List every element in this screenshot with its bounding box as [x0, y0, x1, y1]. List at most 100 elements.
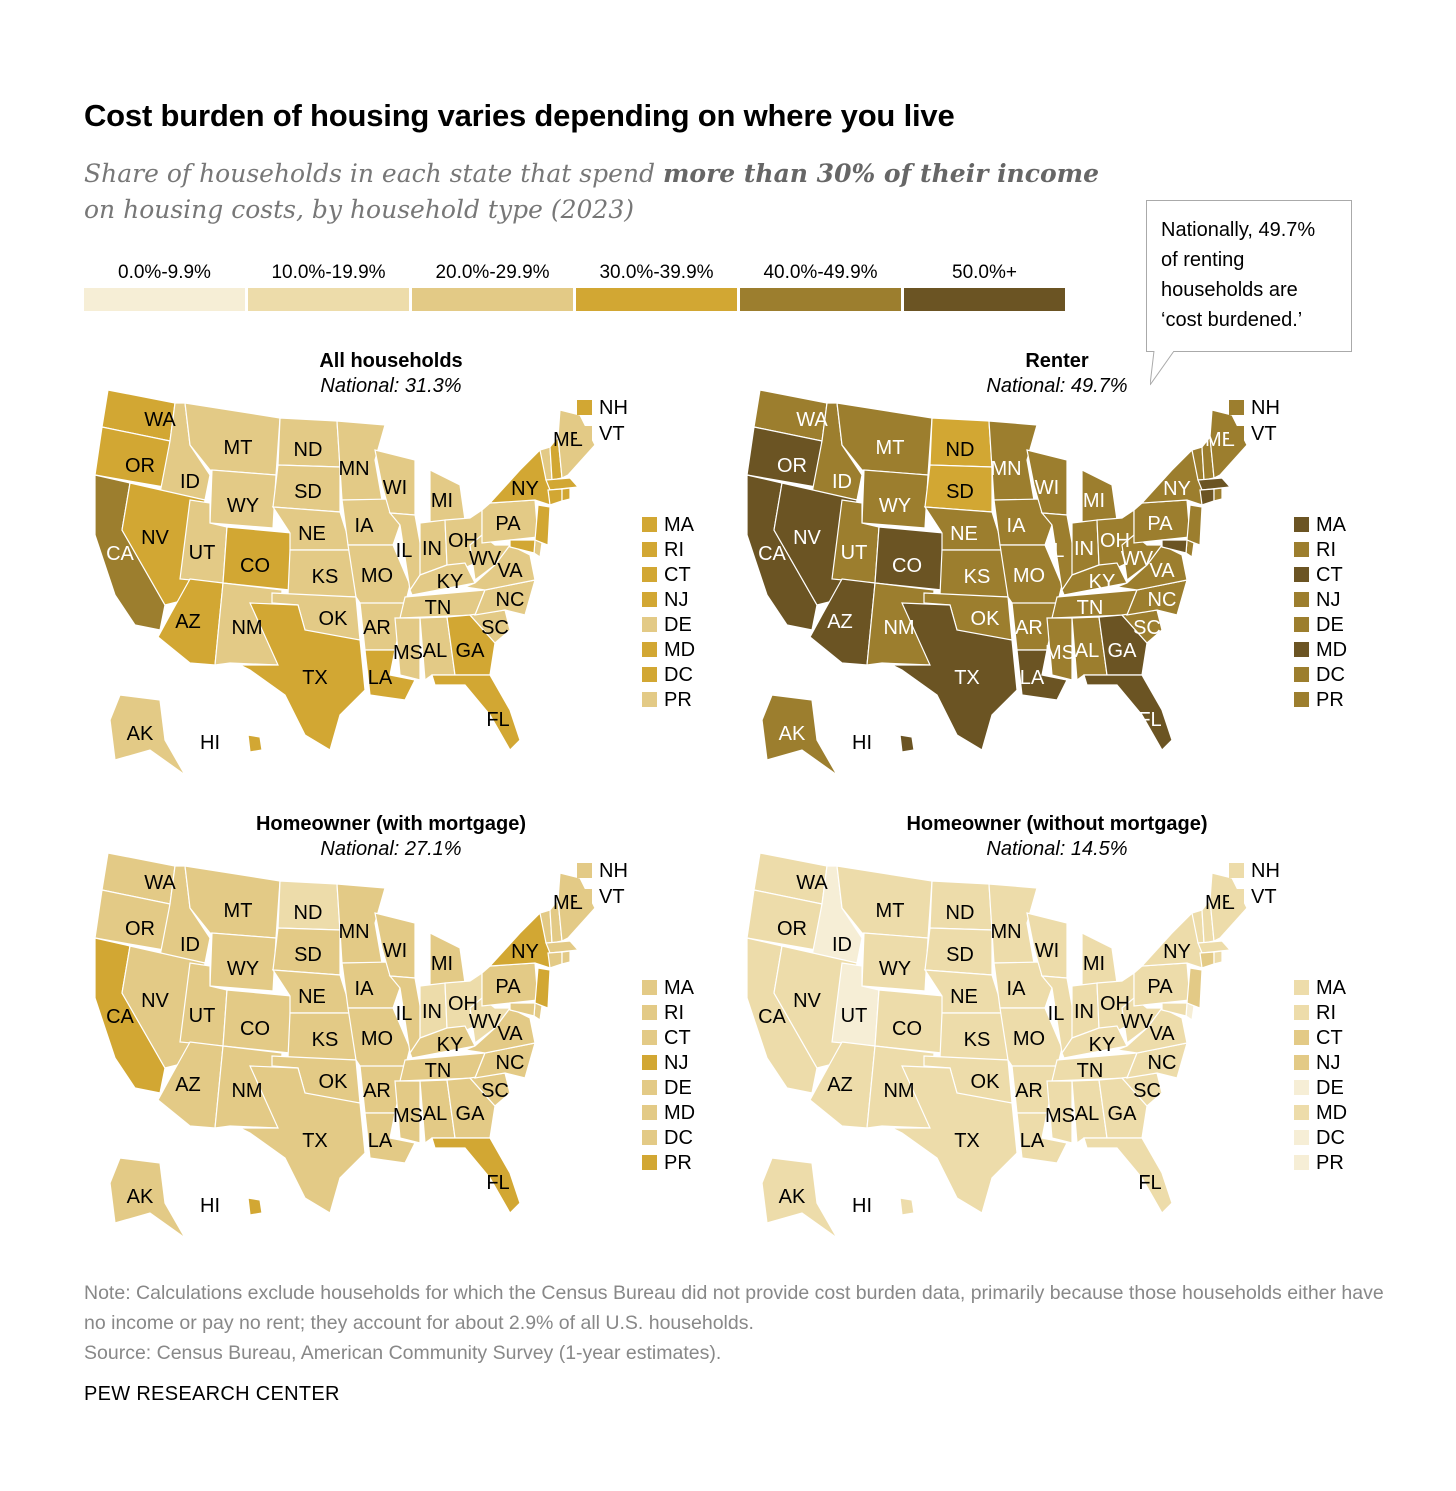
state-label: IL	[396, 540, 413, 562]
state-label: WV	[469, 548, 502, 570]
small-state-label: MD	[1316, 639, 1347, 661]
legend-label: 20.0%-29.9%	[435, 262, 550, 283]
state-ms	[394, 617, 421, 681]
state-label: WA	[796, 409, 828, 431]
state-label: TN	[425, 597, 452, 619]
state-label: OH	[448, 530, 478, 552]
callout-box: Nationally, 49.7% of renting households …	[1146, 200, 1352, 352]
small-state-swatch	[1229, 426, 1244, 441]
state-hi	[247, 1197, 263, 1216]
us-choropleth-map: WA OR CA ID NV MT WY UT CO AZ NM ND SD NE KS OK TX MN IA MO…	[94, 852, 695, 1239]
us-choropleth-map: WA OR CA ID NV MT WY UT CO AZ NM ND SD NE KS OK TX MN IA MO…	[746, 852, 1347, 1239]
state-md	[1161, 1002, 1188, 1017]
legend-label: 10.0%-19.9%	[271, 262, 386, 283]
state-label: NV	[793, 527, 821, 549]
state-label: MN	[990, 458, 1021, 480]
small-state-swatch	[642, 1055, 657, 1070]
state-ma	[1197, 477, 1232, 491]
small-state-swatch	[577, 889, 592, 904]
state-label: AL	[423, 640, 447, 662]
state-ri	[561, 950, 571, 965]
legend-label: 0.0%-9.9%	[118, 262, 211, 283]
state-label: PA	[1147, 976, 1173, 998]
state-label: LA	[368, 667, 393, 689]
legend-item: 20.0%-29.9%	[412, 262, 573, 311]
small-state-label: CT	[1316, 1027, 1343, 1049]
small-state-label: MA	[664, 977, 695, 999]
state-label: AL	[423, 1103, 447, 1125]
state-label: ID	[832, 471, 852, 493]
state-label: KY	[1089, 1034, 1116, 1056]
state-label: CO	[892, 555, 922, 577]
small-state-swatch	[1294, 642, 1309, 657]
small-state-label: PR	[664, 1152, 692, 1174]
small-state-label: MD	[1316, 1102, 1347, 1124]
state-label: TX	[954, 1130, 980, 1152]
map-title: All households	[319, 350, 463, 372]
state-label: CA	[758, 1006, 786, 1028]
small-state-label: VT	[599, 423, 625, 445]
state-label: KS	[964, 566, 991, 588]
map-panel: WA OR CA ID NV MT WY UT CO AZ NM ND SD NE KS OK TX MN IA MO…	[742, 813, 1392, 1278]
state-label: IN	[422, 1001, 442, 1023]
state-ri	[1213, 487, 1223, 502]
state-nj	[534, 504, 551, 546]
state-label: SC	[481, 617, 509, 639]
state-fl	[1083, 674, 1173, 751]
small-state-swatch	[1229, 400, 1244, 415]
state-label: PA	[495, 976, 521, 998]
small-state-swatch	[642, 1030, 657, 1045]
small-state-label: DE	[1316, 1077, 1344, 1099]
state-label: AL	[1075, 640, 1099, 662]
state-label: NE	[950, 986, 978, 1008]
state-label: ME	[553, 892, 583, 914]
small-state-swatch	[642, 617, 657, 632]
state-label: OK	[971, 1071, 1001, 1093]
state-mn	[988, 883, 1038, 964]
small-state-label: RI	[1316, 539, 1336, 561]
state-label: SC	[1133, 1080, 1161, 1102]
state-fl	[431, 1137, 521, 1214]
legend-swatch	[576, 288, 737, 311]
small-state-label: MA	[1316, 514, 1347, 536]
small-state-label: RI	[664, 1002, 684, 1024]
state-label: WI	[383, 940, 407, 962]
state-label: WI	[383, 477, 407, 499]
state-label: AR	[363, 617, 391, 639]
map-panel: WA OR CA ID NV MT WY UT CO AZ NM ND SD NE KS OK TX MN IA MO…	[90, 350, 740, 815]
small-state-swatch	[1294, 1030, 1309, 1045]
state-la	[1016, 649, 1068, 701]
state-label: WV	[1121, 548, 1154, 570]
state-label: AR	[1015, 617, 1043, 639]
state-label: ME	[1205, 429, 1235, 451]
legend-item: 0.0%-9.9%	[84, 262, 245, 311]
state-label: HI	[852, 732, 872, 754]
legend-item: 10.0%-19.9%	[248, 262, 409, 311]
map-panel: WA OR CA ID NV MT WY UT CO AZ NM ND SD NE KS OK TX MN IA MO…	[90, 813, 740, 1278]
state-label: MT	[224, 900, 253, 922]
state-label: CA	[106, 543, 134, 565]
national-value: National: 14.5%	[986, 838, 1128, 860]
small-state-label: DE	[664, 1077, 692, 1099]
state-md	[509, 1002, 536, 1017]
state-label: CO	[240, 1018, 270, 1040]
state-label: VA	[1149, 1023, 1175, 1045]
state-label: VA	[1149, 560, 1175, 582]
state-ct	[1199, 488, 1215, 506]
state-label: OH	[1100, 530, 1130, 552]
state-label: WI	[1035, 477, 1059, 499]
state-ky	[409, 562, 476, 596]
state-label: MI	[1083, 953, 1105, 975]
small-state-swatch	[577, 400, 592, 415]
color-legend: 0.0%-9.9% 10.0%-19.9% 20.0%-29.9% 30.0%-39.…	[84, 262, 1065, 311]
state-ak	[109, 1157, 186, 1239]
small-state-label: DC	[664, 1127, 693, 1149]
state-label: AK	[127, 723, 154, 745]
state-label: IA	[1007, 515, 1027, 537]
state-label: ID	[832, 934, 852, 956]
state-label: NE	[298, 523, 326, 545]
state-label: FL	[486, 709, 509, 731]
legend-swatch	[740, 288, 901, 311]
state-fl	[431, 674, 521, 751]
small-state-swatch	[642, 1105, 657, 1120]
